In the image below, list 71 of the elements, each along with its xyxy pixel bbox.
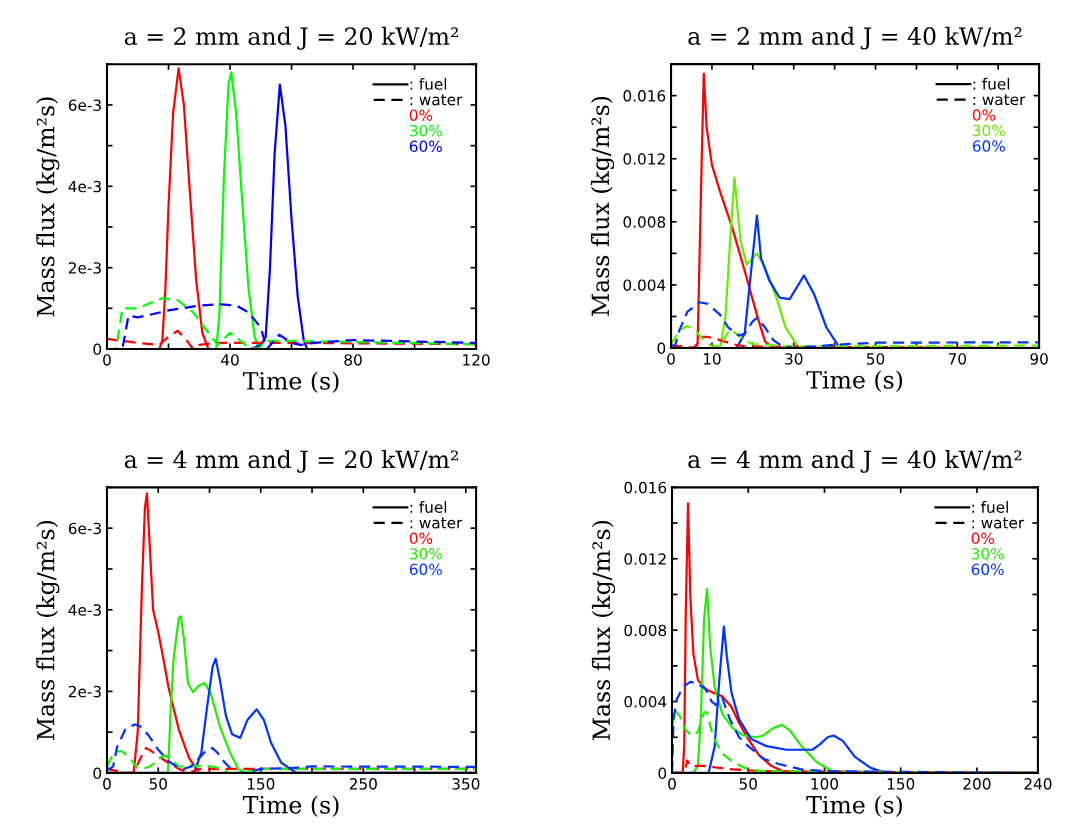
y-tick-label: 0 bbox=[658, 767, 667, 779]
x-tick-label: 240 bbox=[1024, 778, 1052, 790]
annotation: : water bbox=[410, 517, 463, 529]
y-tick-label: 0.012 bbox=[623, 153, 665, 165]
text: 60% bbox=[972, 140, 1005, 152]
y-axis-title: Mass flux (kg/m²s) bbox=[36, 520, 60, 741]
x-tick-label: 50 bbox=[739, 778, 757, 790]
x-tick-label: 30 bbox=[785, 353, 803, 365]
x-tick-label: 50 bbox=[866, 353, 885, 365]
y-tick-label: 4e-3 bbox=[68, 180, 101, 193]
text: 30% bbox=[409, 548, 442, 560]
y-tick-label: 2e-3 bbox=[68, 685, 101, 698]
y-tick-label: 6e-3 bbox=[68, 522, 101, 535]
y-tick-label: 0.004 bbox=[623, 279, 666, 291]
x-tick-label: 40 bbox=[221, 354, 239, 366]
text: 0% bbox=[972, 109, 996, 121]
text: 60% bbox=[971, 563, 1004, 576]
annotation: : fuel bbox=[410, 78, 447, 90]
annotation: : water bbox=[973, 94, 1026, 106]
x-tick-label: 70 bbox=[948, 353, 967, 365]
text: 30% bbox=[972, 124, 1005, 137]
x-axis-title: Time (s) bbox=[806, 795, 902, 818]
x-tick-label: 0 bbox=[668, 778, 676, 790]
text: 30% bbox=[409, 124, 442, 137]
x-axis-title: Time (s) bbox=[242, 371, 339, 394]
y-tick-label: 6e-3 bbox=[68, 99, 101, 111]
text: 0% bbox=[409, 109, 433, 121]
x-tick-label: 0 bbox=[103, 354, 111, 366]
x-axis-title: Time (s) bbox=[242, 795, 339, 818]
y-tick-label: 0.004 bbox=[624, 696, 667, 708]
y-tick-label: 0 bbox=[93, 343, 102, 356]
x-tick-label: 80 bbox=[344, 354, 362, 366]
chart-title: a = 4 mm and J = 40 kW/m² bbox=[688, 449, 1022, 473]
chart-title: a = 2 mm and J = 20 kW/m² bbox=[124, 26, 458, 50]
chart-title: a = 4 mm and J = 20 kW/m² bbox=[124, 449, 458, 473]
x-tick-label: 50 bbox=[149, 778, 167, 790]
text: 60% bbox=[409, 140, 442, 153]
text: 60% bbox=[409, 563, 442, 576]
x-axis-title: Time (s) bbox=[806, 370, 903, 393]
x-tick-label: 250 bbox=[349, 778, 377, 790]
y-tick-label: 0 bbox=[657, 342, 666, 355]
y-tick-label: 0.008 bbox=[624, 624, 667, 637]
x-tick-label: 0 bbox=[667, 353, 675, 365]
x-tick-label: 90 bbox=[1030, 353, 1048, 365]
annotation: : water bbox=[410, 94, 463, 106]
x-tick-label: 150 bbox=[247, 778, 275, 790]
text: 0% bbox=[409, 532, 433, 545]
y-tick-label: 0.008 bbox=[623, 216, 666, 228]
y-tick-label: 0.016 bbox=[623, 90, 666, 102]
y-tick-label: 0.012 bbox=[624, 553, 666, 565]
chart-title: a = 2 mm and J = 40 kW/m² bbox=[688, 26, 1022, 50]
y-axis-title: Mass flux (kg/m²s) bbox=[591, 520, 616, 741]
x-tick-label: 150 bbox=[887, 778, 915, 790]
x-tick-label: 200 bbox=[963, 778, 991, 790]
y-axis-title: Mass flux (kg/m²s) bbox=[590, 96, 615, 316]
x-tick-label: 350 bbox=[452, 778, 480, 790]
y-tick-label: 2e-3 bbox=[68, 262, 101, 274]
y-tick-label: 0 bbox=[93, 767, 102, 779]
x-tick-label: 100 bbox=[811, 778, 839, 790]
y-axis-title: Mass flux (kg/m²s) bbox=[36, 97, 60, 317]
annotation: : fuel bbox=[972, 501, 1008, 513]
text: 0% bbox=[971, 532, 995, 545]
annotation: : fuel bbox=[973, 77, 1010, 90]
x-tick-label: 120 bbox=[463, 354, 490, 366]
x-tick-label: 10 bbox=[703, 353, 721, 365]
annotation: : fuel bbox=[410, 501, 447, 513]
x-tick-label: 0 bbox=[103, 778, 111, 790]
text: 30% bbox=[971, 548, 1004, 560]
y-tick-label: 4e-3 bbox=[68, 604, 101, 616]
y-tick-label: 0.016 bbox=[624, 481, 667, 494]
annotation: : water bbox=[972, 517, 1025, 529]
